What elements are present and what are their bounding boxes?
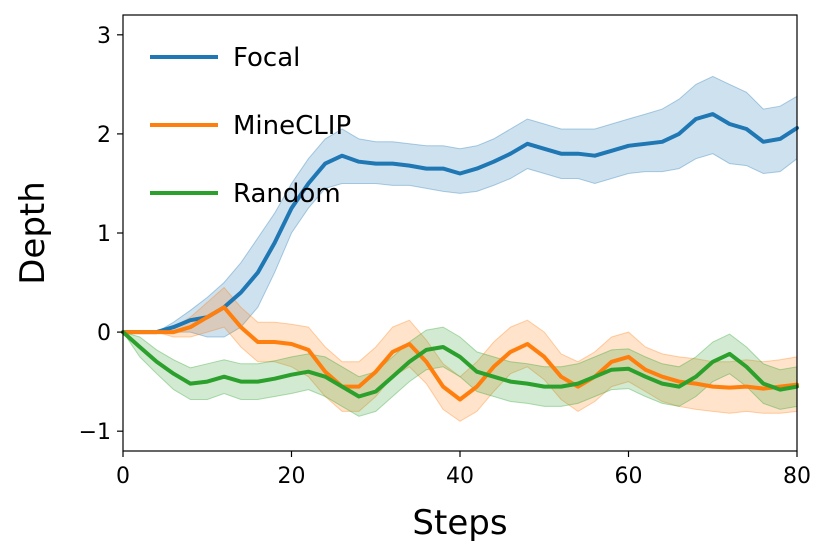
x-tick-label: 20 [278,464,306,489]
random-series-line [121,330,799,399]
x-tick-label: 40 [446,464,474,489]
focal-series-line [121,112,799,335]
legend-label-focal: Focal [233,43,300,73]
y-tick-label: 2 [97,123,111,148]
y-tick-label: 1 [97,222,111,247]
x-tick-label: 0 [116,464,130,489]
legend: Focal MineCLIP Random [150,43,351,209]
legend-label-random: Random [233,179,341,209]
y-tick-label: 3 [97,24,111,49]
confidence-bands [121,75,798,422]
x-tick-label: 80 [783,464,811,489]
y-tick-label: 0 [97,321,111,346]
x-tick-label: 60 [615,464,643,489]
x-axis-title: Steps [412,503,507,543]
x-axis-ticks: 0 20 40 60 80 [116,451,811,489]
y-axis-ticks: −1 0 1 2 3 [79,24,123,445]
y-axis-title: Depth [13,181,53,285]
y-tick-label: −1 [79,420,111,445]
series-lines [121,112,799,402]
legend-label-mineclip: MineCLIP [233,111,351,141]
